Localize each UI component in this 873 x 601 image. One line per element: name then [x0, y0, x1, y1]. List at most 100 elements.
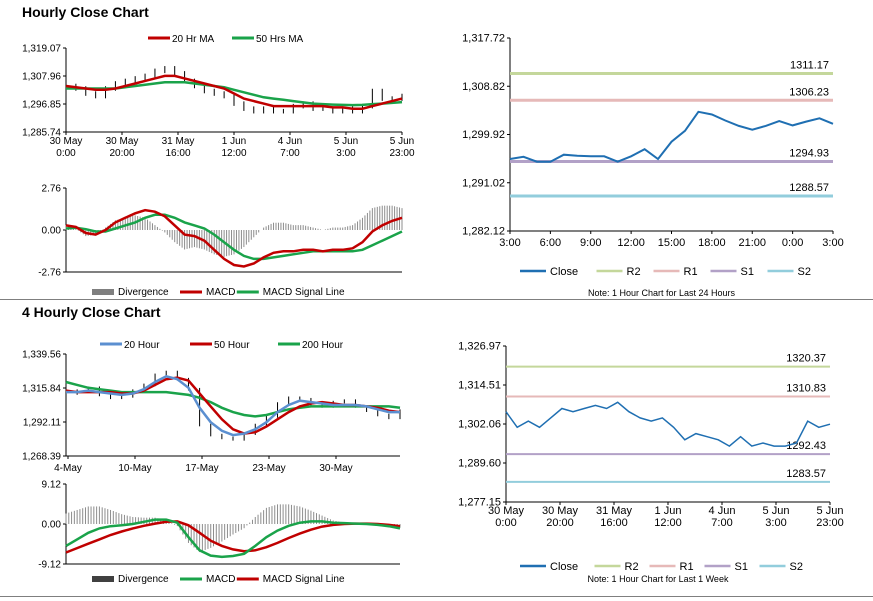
hourly-price-x-tick-label: 30 May [106, 136, 139, 147]
hourly-price-y-tick-label: 1,307.96 [22, 72, 61, 83]
hourly-macd-signal-line [65, 213, 403, 261]
four-hourly-levels-x-tick-label: 20:00 [546, 517, 574, 529]
hourly-macd-legend-label: Divergence [118, 287, 169, 298]
four-hourly-levels-s1-label: 1292.43 [786, 440, 826, 452]
four-hourly-levels-legend-label: S2 [790, 561, 803, 573]
four-hourly-levels-x-tick-label: 0:00 [495, 517, 516, 529]
hourly-macd-legend-swatch [92, 289, 114, 295]
four-hourly-macd-y-tick-label: 9.12 [42, 480, 62, 491]
four-hourly-macd-legend-label: MACD Signal Line [263, 574, 345, 585]
hourly-price-chart: 20 Hr MA 50 Hrs MA 1,319.07 1,307.96 1,296.8… [22, 34, 415, 159]
four-hourly-levels-x-tick-label: 31 May [596, 505, 633, 517]
hourly-price-x-tick-label: 5 Jun [390, 136, 414, 147]
section-divider [0, 299, 873, 300]
hourly-macd-legend-label: MACD [206, 287, 235, 298]
hourly-levels-y-tick-label: 1,299.92 [462, 129, 505, 141]
four-hourly-legend-label: 20 Hour [124, 340, 160, 351]
hourly-price-y-tick-label: 1,285.74 [22, 128, 61, 139]
hourly-levels-x-tick-label: 12:00 [617, 237, 645, 249]
four-hourly-levels-x-tick-label: 12:00 [654, 517, 682, 529]
hourly-levels-legend-label: R2 [627, 266, 641, 278]
four-hourly-legend-label: 200 Hour [302, 340, 344, 351]
four-hourly-macd-y-tick-label: -9.12 [38, 560, 61, 571]
hourly-levels-y-tick-label: 1,291.02 [462, 177, 505, 189]
four-hourly-levels-x-tick-label: 4 Jun [709, 505, 736, 517]
four-hourly-levels-x-tick-label: 1 Jun [655, 505, 682, 517]
hourly-levels-x-tick-label: 3:00 [822, 237, 843, 249]
hourly-levels-x-tick-label: 6:00 [540, 237, 561, 249]
four-hourly-levels-x-tick-label: 23:00 [816, 517, 844, 529]
hourly-legend-label: 50 Hrs MA [256, 34, 304, 45]
four-hourly-macd-legend-label: Divergence [118, 574, 169, 585]
hourly-levels-close-line [509, 110, 834, 163]
four-hourly-levels-legend-label: Close [550, 561, 578, 573]
four-hourly-levels-legend-label: R2 [625, 561, 639, 573]
hourly-levels-x-tick-label: 0:00 [782, 237, 803, 249]
four-hourly-levels-s2-label: 1283.57 [786, 468, 826, 480]
four-hourly-20hr-line [66, 374, 400, 437]
hourly-levels-y-tick-label: 1,308.82 [462, 81, 505, 93]
four-hourly-levels-x-tick-label: 3:00 [765, 517, 786, 529]
hourly-price-x-tick-label: 23:00 [389, 148, 414, 159]
hourly-levels-x-tick-label: 15:00 [658, 237, 686, 249]
hourly-macd-chart: 2.76 0.00 -2.76 Divergence MACD MACD Signal L… [38, 184, 403, 298]
hourly-levels-chart: 1,317.72 1,308.82 1,299.92 1,291.02 1,282.12… [462, 33, 844, 299]
hourly-macd-y-tick-label: -2.76 [38, 268, 61, 279]
four-hourly-price-y-tick-label: 1,268.39 [22, 452, 61, 463]
hourly-price-x-tick-label: 0:00 [56, 148, 76, 159]
four-hourly-levels-y-tick-label: 1,289.60 [458, 458, 501, 470]
hourly-20hr-ma-line [65, 74, 403, 110]
four-hourly-levels-y-tick-label: 1,314.51 [458, 380, 501, 392]
four-hourly-levels-x-tick-label: 5 Jun [763, 505, 790, 517]
hourly-levels-legend-label: S2 [798, 266, 811, 278]
four-hourly-price-x-tick-label: 4-May [54, 463, 82, 474]
four-hourly-levels-y-tick-label: 1,277.15 [458, 497, 501, 509]
hourly-legend-label: 20 Hr MA [172, 34, 215, 45]
bottom-divider [0, 596, 873, 597]
four-hourly-levels-y-tick-label: 1,326.97 [458, 341, 501, 353]
hourly-macd-line [65, 208, 403, 268]
hourly-price-x-tick-label: 12:00 [221, 148, 246, 159]
four-hourly-legend-label: 50 Hour [214, 340, 250, 351]
hourly-price-x-tick-label: 3:00 [336, 148, 356, 159]
hourly-levels-legend-label: R1 [684, 266, 698, 278]
four-hourly-levels-legend-label: R1 [680, 561, 694, 573]
four-hourly-section-title: 4 Hourly Close Chart [22, 304, 161, 320]
four-hourly-price-x-tick-label: 30-May [319, 463, 352, 474]
hourly-price-x-tick-label: 4 Jun [278, 136, 302, 147]
hourly-price-x-tick-label: 30 May [50, 136, 83, 147]
four-hourly-levels-close-line [505, 401, 831, 448]
hourly-levels-note: Note: 1 Hour Chart for Last 24 Hours [588, 288, 736, 298]
four-hourly-levels-x-tick-label: 30 May [488, 505, 525, 517]
hourly-price-y-tick-label: 1,296.85 [22, 100, 61, 111]
four-hourly-macd-y-tick-label: 0.00 [42, 520, 62, 531]
four-hourly-levels-y-tick-label: 1,302.06 [458, 419, 501, 431]
hourly-levels-x-tick-label: 21:00 [738, 237, 766, 249]
hourly-levels-x-tick-label: 18:00 [698, 237, 726, 249]
four-hourly-price-y-tick-label: 1,315.84 [22, 384, 61, 395]
hourly-levels-y-tick-label: 1,282.12 [462, 226, 505, 238]
four-hourly-macd-chart: 9.12 0.00 -9.12 Divergence MACD MACD Signal L… [38, 480, 401, 585]
hourly-levels-r2-label: 1311.17 [790, 60, 829, 72]
hourly-price-y-tick-label: 1,319.07 [22, 44, 61, 55]
four-hourly-levels-x-tick-label: 30 May [542, 505, 579, 517]
hourly-levels-s1-label: 1294.93 [789, 148, 829, 160]
four-hourly-macd-legend-swatch [92, 576, 114, 582]
hourly-macd-y-tick-label: 0.00 [42, 226, 62, 237]
four-hourly-levels-legend-label: S1 [735, 561, 748, 573]
four-hourly-levels-r1-label: 1310.83 [786, 383, 826, 395]
hourly-levels-y-tick-label: 1,317.72 [462, 33, 505, 45]
four-hourly-price-y-tick-label: 1,292.11 [23, 418, 62, 429]
four-hourly-levels-note: Note: 1 Hour Chart for Last 1 Week [588, 574, 729, 584]
hourly-price-x-tick-label: 31 May [162, 136, 195, 147]
hourly-price-x-tick-label: 1 Jun [222, 136, 246, 147]
four-hourly-macd-line [65, 518, 401, 559]
hourly-levels-r1-label: 1306.23 [789, 86, 829, 98]
hourly-levels-s2-label: 1288.57 [789, 182, 829, 194]
four-hourly-200hr-line [65, 380, 401, 418]
hourly-levels-x-tick-label: 3:00 [499, 237, 520, 249]
hourly-price-x-tick-label: 16:00 [165, 148, 190, 159]
four-hourly-macd-legend-label: MACD [206, 574, 235, 585]
hourly-price-x-tick-label: 5 Jun [334, 136, 358, 147]
hourly-price-x-tick-label: 20:00 [109, 148, 134, 159]
